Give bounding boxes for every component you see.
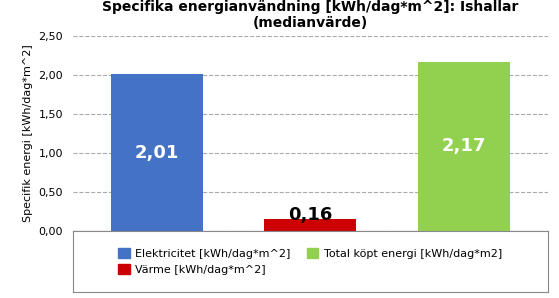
Text: 0,16: 0,16 <box>288 207 333 224</box>
Legend: Elektricitet [kWh/dag*m^2], Värme [kWh/dag*m^2], Total köpt energi [kWh/dag*m2]: Elektricitet [kWh/dag*m^2], Värme [kWh/d… <box>113 243 508 280</box>
Y-axis label: Specifik energi [kWh/dag*m^2]: Specifik energi [kWh/dag*m^2] <box>23 44 33 222</box>
Bar <box>264 218 356 231</box>
Text: 2,01: 2,01 <box>135 144 179 162</box>
Bar <box>418 61 509 231</box>
Bar <box>111 74 203 231</box>
Text: 2,17: 2,17 <box>442 137 486 155</box>
Title: Specifika energianvändning [kWh/dag*m^2]: Ishallar
(medianvärde): Specifika energianvändning [kWh/dag*m^2]… <box>102 0 518 30</box>
